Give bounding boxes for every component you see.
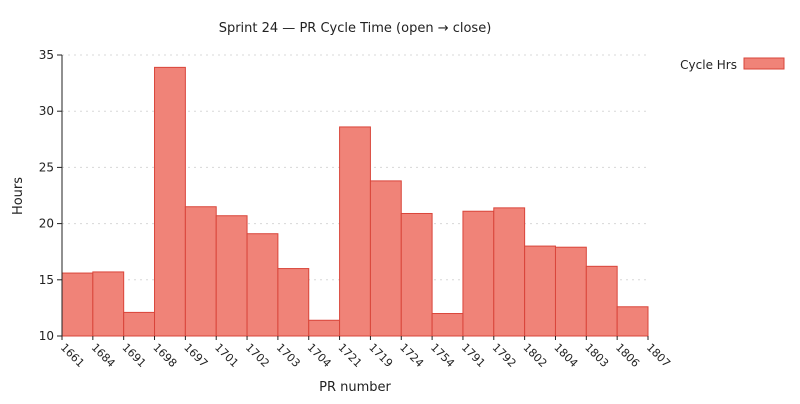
bar	[524, 245, 556, 337]
bar	[431, 313, 464, 337]
x-tick-label: 1701	[212, 341, 241, 370]
x-tick-label: 1691	[120, 341, 149, 370]
x-tick-label: 1698	[150, 341, 179, 370]
x-tick-label: 1702	[243, 341, 272, 370]
x-tick-label: 1792	[490, 341, 519, 370]
x-tick-label: 1806	[613, 341, 642, 370]
bar	[246, 233, 279, 337]
bar	[400, 212, 433, 337]
bar	[585, 265, 618, 337]
bar-layer	[61, 66, 649, 337]
bar	[154, 66, 186, 337]
x-tick-label: 1724	[397, 341, 426, 370]
x-tick-label: 1703	[274, 341, 303, 370]
x-tick-label: 1721	[335, 341, 364, 370]
bar	[369, 180, 402, 337]
x-tick-label: 1684	[89, 341, 118, 370]
y-tick-label: 30	[39, 104, 54, 118]
x-tick-label: 1802	[521, 341, 550, 370]
bar	[339, 126, 371, 337]
x-tick-label: 1719	[366, 341, 395, 370]
x-axis-label: PR number	[319, 380, 391, 395]
legend-swatch	[743, 57, 785, 70]
x-tick-label: 1803	[582, 341, 611, 370]
bar	[308, 319, 341, 337]
x-tick-label: 1704	[305, 341, 334, 370]
bar	[493, 207, 526, 337]
bar	[462, 210, 495, 337]
y-tick-label: 25	[39, 160, 54, 174]
x-tick-label: 1754	[428, 341, 457, 370]
y-tick-label: 15	[39, 273, 54, 287]
y-tick-label: 20	[39, 217, 54, 231]
bar	[277, 268, 310, 337]
y-tick-label: 35	[39, 48, 54, 62]
legend-label: Cycle Hrs	[680, 58, 737, 72]
y-tick-label: 10	[39, 329, 54, 343]
bar	[616, 306, 649, 337]
x-tick-label: 1804	[551, 341, 580, 370]
x-tick-label: 1661	[58, 341, 87, 370]
legend: Cycle Hrs	[680, 57, 785, 72]
x-tick-label: 1791	[459, 341, 488, 370]
bar	[123, 311, 156, 337]
chart-title: Sprint 24 — PR Cycle Time (open → close)	[219, 21, 492, 36]
bar	[92, 271, 125, 337]
bar	[554, 246, 587, 337]
bar	[215, 215, 248, 337]
x-tick-label: 1697	[181, 341, 210, 370]
bar	[184, 206, 217, 337]
bar	[61, 272, 94, 337]
y-axis-label: Hours	[11, 177, 26, 215]
x-tick-label: 1807	[644, 341, 673, 370]
